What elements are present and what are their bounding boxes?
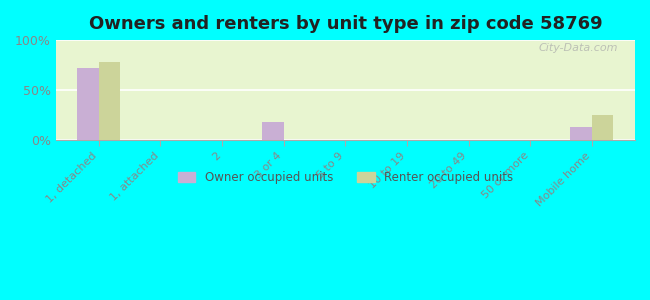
Legend: Owner occupied units, Renter occupied units: Owner occupied units, Renter occupied un… — [173, 167, 518, 189]
Bar — [99, 62, 120, 140]
Text: City-Data.com: City-Data.com — [538, 43, 617, 53]
Bar — [77, 68, 99, 140]
Bar — [262, 122, 284, 140]
Bar — [570, 127, 592, 140]
Bar — [592, 115, 614, 140]
Title: Owners and renters by unit type in zip code 58769: Owners and renters by unit type in zip c… — [88, 15, 602, 33]
